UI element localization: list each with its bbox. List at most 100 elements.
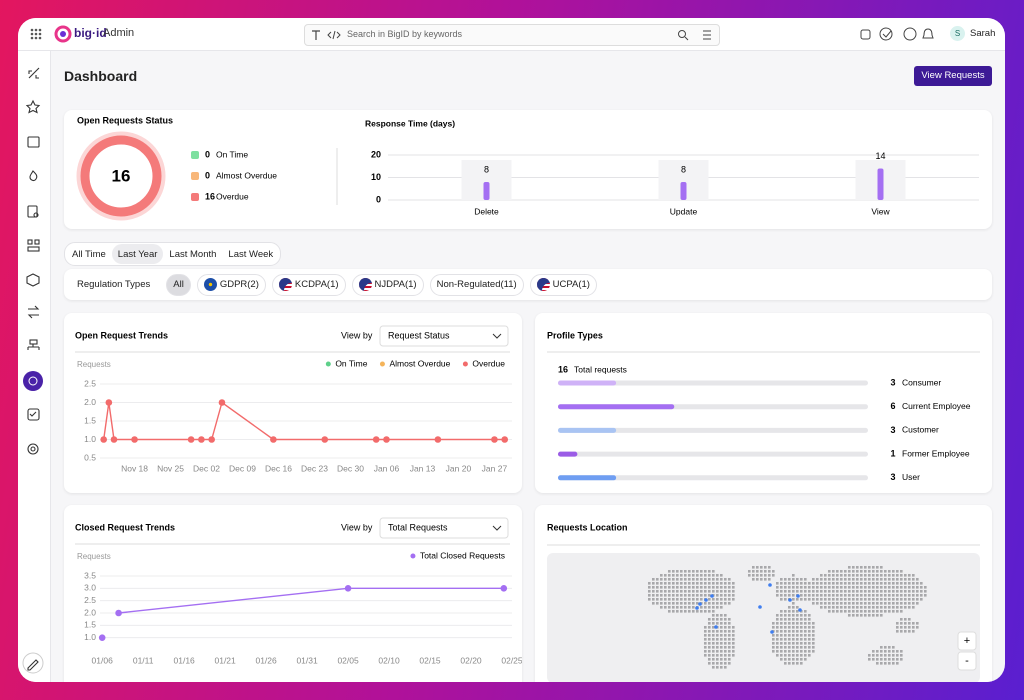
map-dot (924, 590, 927, 593)
map-dot (852, 570, 855, 573)
map-dot (784, 578, 787, 581)
map-dot (892, 654, 895, 657)
zoom-out-label[interactable]: - (965, 655, 969, 667)
regulation-option[interactable]: NJDPA(1) (351, 273, 424, 296)
y-tick-label: 3.5 (84, 570, 96, 580)
map-dot (792, 614, 795, 617)
bar-value: 3 (890, 472, 895, 482)
search-box[interactable]: Search in BigID by keywords (304, 24, 720, 46)
map-dot (808, 634, 811, 637)
map-dot (672, 598, 675, 601)
map-dot (788, 610, 791, 613)
map-dot (800, 618, 803, 621)
map-dot (716, 594, 719, 597)
map-dot (804, 638, 807, 641)
view-by-select[interactable] (379, 325, 509, 347)
map-dot (680, 610, 683, 613)
user-name[interactable]: Sarah (970, 28, 996, 39)
map-dot (796, 634, 799, 637)
map-dot (660, 594, 663, 597)
map-dot (800, 654, 803, 657)
map-dot (784, 646, 787, 649)
map-dot (728, 638, 731, 641)
map-dot (812, 638, 815, 641)
regulation-option[interactable]: UCPA(1) (529, 273, 597, 296)
map-dot (760, 570, 763, 573)
map-dot (792, 642, 795, 645)
map-dot (816, 590, 819, 593)
map-dot (680, 606, 683, 609)
regulation-option[interactable]: Non-Regulated(11) (429, 273, 524, 296)
regulation-option[interactable]: KCDPA(1) (271, 273, 346, 296)
map-dot (720, 638, 723, 641)
zoom-out[interactable] (957, 651, 977, 671)
map-dot (732, 646, 735, 649)
time-filter[interactable]: Last Year (111, 244, 164, 264)
zoom-in-label[interactable]: + (964, 635, 970, 647)
world-map[interactable] (648, 566, 927, 669)
map-dot (672, 582, 675, 585)
map-dot (852, 594, 855, 597)
map-dot (800, 578, 803, 581)
search-mode-icons[interactable] (309, 28, 345, 42)
map-dot (720, 614, 723, 617)
view-by-select[interactable] (379, 517, 509, 539)
time-filter[interactable]: All Time (66, 244, 112, 264)
map-dot (708, 658, 711, 661)
regulation-option[interactable]: All (166, 273, 191, 296)
map-dot (796, 646, 799, 649)
map-dot (872, 650, 875, 653)
map-dot (868, 598, 871, 601)
x-tick-label: Dec 09 (229, 463, 256, 473)
map-dot (768, 570, 771, 573)
map-dot (800, 622, 803, 625)
x-tick-label: 01/31 (296, 655, 318, 665)
map-dot (800, 662, 803, 665)
y-tick-label: 2.0 (84, 607, 96, 617)
data-point (501, 436, 509, 443)
map-dot (780, 578, 783, 581)
map-dot (900, 650, 903, 653)
map-dot (820, 602, 823, 605)
map-dot (732, 630, 735, 633)
map-dot (896, 594, 899, 597)
apps-icon[interactable] (30, 28, 42, 40)
map-dot (772, 642, 775, 645)
regulation-option[interactable]: GDPR(2) (196, 273, 266, 296)
map-dot (880, 586, 883, 589)
time-filter[interactable]: Last Month (163, 244, 223, 264)
map-dot (720, 662, 723, 665)
map-dot (656, 590, 659, 593)
map-dot (716, 634, 719, 637)
map-dot (840, 570, 843, 573)
map-dot (836, 578, 839, 581)
map-dot (704, 570, 707, 573)
view-requests-button[interactable]: View Requests (914, 66, 992, 86)
map-dot (816, 586, 819, 589)
map-dot (720, 578, 723, 581)
zoom-in[interactable] (957, 631, 977, 651)
avatar[interactable]: S (950, 26, 965, 41)
map-dot (820, 578, 823, 581)
map-dot (692, 606, 695, 609)
map-dot (688, 582, 691, 585)
map-dot (648, 582, 651, 585)
map-dot (836, 602, 839, 605)
map-dot (772, 622, 775, 625)
sidebar-icons[interactable] (18, 51, 50, 682)
search-icons[interactable] (677, 29, 713, 41)
map-dot (784, 654, 787, 657)
sidebar (18, 51, 51, 682)
map-dot (712, 638, 715, 641)
map-dot (772, 626, 775, 629)
map-dot (908, 602, 911, 605)
header-icons[interactable] (858, 26, 938, 42)
map-dot (916, 598, 919, 601)
time-filter[interactable]: Last Week (222, 244, 280, 264)
chart-title: Response Time (days) (365, 118, 455, 128)
map-dot (732, 654, 735, 657)
map-dot (820, 574, 823, 577)
map-dot (896, 578, 899, 581)
map-dot (732, 638, 735, 641)
map-dot (780, 582, 783, 585)
